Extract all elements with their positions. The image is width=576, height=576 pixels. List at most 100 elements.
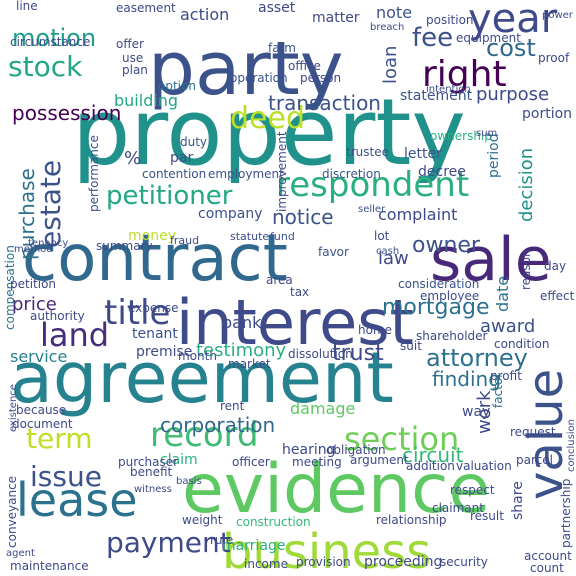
cloud-word: breach — [370, 22, 404, 33]
cloud-word: trustee — [346, 145, 389, 159]
cloud-word: witness — [134, 484, 172, 495]
cloud-word: letter — [404, 146, 442, 162]
cloud-word: operation — [230, 71, 288, 85]
cloud-word: portion — [522, 106, 572, 122]
cloud-word: tenant — [132, 326, 178, 342]
cloud-word: authority — [30, 309, 85, 323]
cloud-word: power — [542, 10, 574, 21]
cloud-word: proof — [538, 51, 570, 65]
cloud-word: obligation — [326, 443, 386, 457]
cloud-word: corporation — [160, 413, 275, 437]
cloud-word: claim — [160, 452, 198, 468]
cloud-word: conveyance — [5, 476, 19, 548]
cloud-word: stock — [8, 50, 83, 83]
cloud-word: building — [114, 91, 178, 110]
cloud-word: income — [244, 557, 288, 571]
cloud-word: officer — [232, 455, 270, 469]
cloud-word: cash — [376, 246, 399, 257]
cloud-word: service — [10, 347, 67, 366]
cloud-word: note — [376, 3, 412, 22]
cloud-word: summary — [96, 239, 153, 253]
cloud-word: intention — [426, 84, 471, 95]
cloud-word: proceeding — [364, 554, 442, 570]
cloud-word: business — [222, 524, 431, 576]
cloud-word: meeting — [292, 455, 342, 469]
cloud-word: person — [300, 71, 341, 85]
cloud-word: right — [422, 54, 507, 95]
cloud-word: hearing — [282, 442, 335, 458]
cloud-word: action — [180, 5, 229, 24]
cloud-word: notice — [272, 205, 334, 229]
cloud-word: provision — [296, 555, 351, 569]
cloud-word: complaint — [378, 205, 457, 224]
cloud-word: relationship — [376, 513, 447, 527]
cloud-word: purchase — [15, 168, 39, 260]
cloud-word: money — [128, 228, 176, 244]
cloud-word: % — [124, 148, 141, 169]
cloud-word: transaction — [268, 91, 381, 115]
cloud-word: plan — [122, 63, 148, 77]
cloud-word: discretion — [322, 167, 381, 181]
cloud-word: argument — [350, 453, 409, 467]
cloud-word: petitioner — [106, 181, 233, 211]
cloud-word: addition — [406, 459, 455, 473]
cloud-word: matter — [312, 10, 360, 26]
cloud-word: par — [170, 150, 193, 166]
cloud-word: motion — [12, 24, 96, 52]
cloud-word: respondent — [276, 165, 469, 205]
cloud-word: property — [72, 79, 466, 186]
cloud-word: circumstance — [10, 35, 90, 49]
cloud-word: petition — [10, 277, 56, 291]
cloud-word: issue — [30, 460, 102, 493]
cloud-word: favor — [318, 245, 349, 259]
cloud-word: fund — [270, 230, 295, 243]
cloud-word: farm — [268, 41, 296, 55]
cloud-word: land — [40, 316, 109, 354]
cloud-word: bank — [222, 313, 262, 332]
cloud-word: market — [228, 357, 271, 371]
cloud-word: construction — [236, 515, 311, 529]
cloud-word: maintenance — [10, 559, 89, 573]
cloud-word: purchaser — [118, 455, 178, 469]
cloud-word: attorney — [426, 344, 528, 372]
cloud-word: rent — [220, 399, 245, 413]
cloud-word: statement — [400, 88, 473, 104]
cloud-word: sum — [476, 128, 497, 139]
cloud-word: decision — [516, 148, 537, 222]
cloud-word: offer — [116, 37, 144, 51]
cloud-word: weight — [182, 513, 223, 527]
cloud-word: office — [288, 59, 321, 73]
cloud-word: purpose — [476, 84, 549, 105]
cloud-word: claimant — [432, 501, 484, 515]
cloud-word: profit — [490, 369, 522, 383]
cloud-word: seller — [358, 204, 386, 215]
cloud-word: value — [518, 369, 574, 500]
cloud-word: valuation — [456, 459, 512, 473]
cloud-word: statute — [230, 230, 269, 243]
cloud-word: record — [150, 415, 259, 455]
cloud-word: award — [480, 316, 535, 337]
cloud-word: consideration — [398, 277, 479, 291]
cloud-word: position — [426, 13, 474, 27]
cloud-word: premise — [136, 344, 192, 360]
cloud-word: tax — [290, 285, 309, 299]
cloud-word: owner — [412, 233, 481, 258]
cloud-word: mortgage — [382, 295, 490, 320]
cloud-word: rule — [210, 533, 233, 547]
cloud-word: loan — [380, 46, 401, 84]
cloud-word: date — [493, 276, 512, 312]
cloud-word: year — [468, 0, 558, 42]
cloud-word: price — [12, 294, 57, 315]
cloud-word: section — [344, 420, 459, 458]
cloud-word: company — [198, 206, 263, 222]
cloud-word: contract — [22, 222, 288, 296]
cloud-word: agent — [6, 548, 35, 559]
cloud-word: agreement — [10, 337, 394, 419]
cloud-word: compensation — [3, 245, 17, 330]
cloud-word: party — [148, 26, 344, 112]
cloud-word: suit — [400, 339, 422, 353]
cloud-word: easement — [116, 1, 176, 15]
cloud-word: effect — [540, 289, 575, 303]
